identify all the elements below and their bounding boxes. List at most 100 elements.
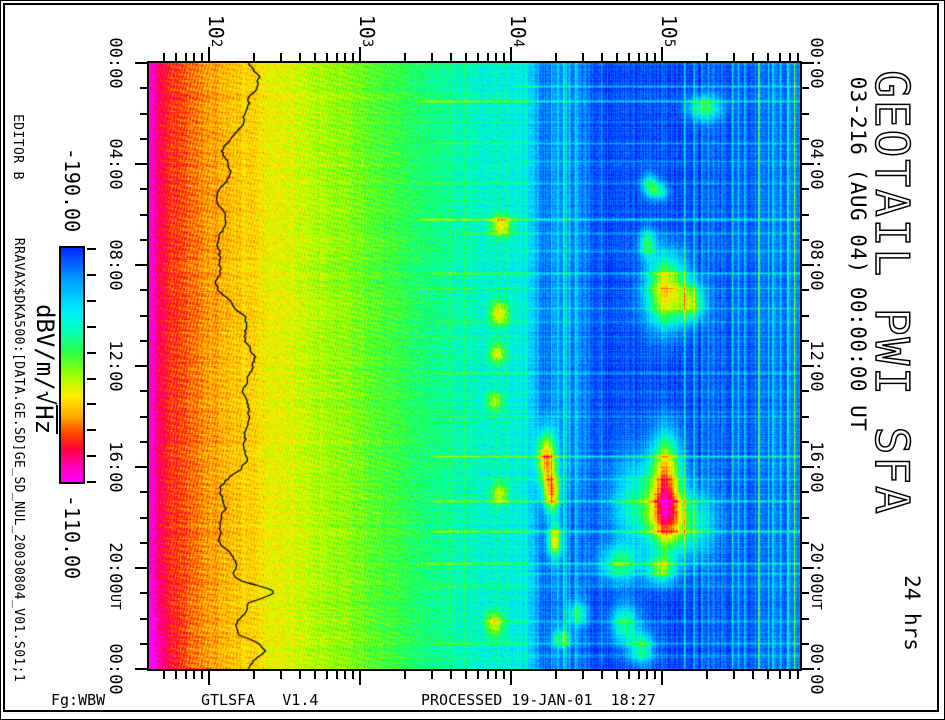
colorbar-tick [87, 351, 96, 354]
editor-label: EDITOR B [10, 114, 26, 180]
freq-tick-top [510, 47, 512, 61]
time-label-right: 00:00 [806, 37, 827, 89]
freq-label-exponent: 5 [661, 38, 677, 48]
freq-label-exponent: 4 [510, 38, 526, 48]
ut-label-right: UT [808, 594, 824, 610]
freq-tick-bottom [280, 671, 283, 679]
freq-tick-bottom [344, 671, 347, 679]
freq-tick-bottom [788, 671, 791, 679]
freq-label: 10 3 [354, 3, 380, 59]
freq-label-exponent: 3 [359, 38, 375, 48]
time-label-right: 04:00 [806, 138, 827, 190]
freq-tick-bottom [646, 671, 649, 679]
outer-border [3, 3, 939, 712]
freq-tick-top [193, 53, 196, 61]
time-label-right: 08:00 [806, 239, 827, 291]
freq-tick-top [733, 53, 736, 61]
freq-tick-top [661, 47, 663, 61]
time-tick-left [140, 112, 147, 115]
freq-label-base: 10 [355, 14, 379, 39]
time-tick-left [140, 415, 147, 418]
freq-tick-bottom [325, 671, 328, 679]
time-label-right: 16:00 [806, 441, 827, 493]
time-tick-right [802, 516, 809, 519]
freq-tick-top [797, 53, 800, 61]
program-version-label: GTLSFA V1.4 [201, 691, 319, 709]
time-tick-right [802, 541, 809, 544]
freq-tick-top [464, 53, 467, 61]
freq-tick-bottom [778, 671, 781, 679]
freq-tick-top [174, 53, 177, 61]
freq-tick-bottom [184, 671, 187, 679]
freq-tick-top [208, 47, 210, 61]
freq-tick-bottom [201, 671, 204, 679]
freq-tick-top [313, 53, 316, 61]
time-tick-right [802, 112, 809, 115]
freq-tick-bottom [797, 671, 800, 679]
freq-tick-bottom [352, 671, 355, 679]
freq-tick-bottom [464, 671, 467, 679]
time-tick-left [135, 466, 147, 468]
freq-tick-bottom [495, 671, 498, 679]
time-label-left: 08:00 [105, 239, 126, 291]
freq-tick-bottom [503, 671, 506, 679]
freq-tick-top [766, 53, 769, 61]
time-tick-right [802, 365, 814, 367]
freq-tick-top [352, 53, 355, 61]
freq-tick-top [359, 47, 361, 61]
freq-tick-bottom [751, 671, 754, 679]
freq-tick-top [495, 53, 498, 61]
freq-tick-bottom [298, 671, 301, 679]
freq-tick-bottom [661, 671, 663, 685]
freq-tick-bottom [733, 671, 736, 679]
freq-label-base: 10 [506, 14, 530, 39]
time-tick-right [802, 466, 814, 468]
time-label-left: 12:00 [105, 340, 126, 392]
time-tick-right [802, 264, 814, 266]
time-tick-right [802, 238, 809, 241]
colorbar-tick [87, 403, 96, 406]
colorbar-tick [87, 455, 96, 458]
freq-tick-top [162, 53, 165, 61]
freq-tick-top [637, 53, 640, 61]
time-tick-left [135, 264, 147, 266]
time-tick-left [140, 617, 147, 620]
freq-tick-bottom [449, 671, 452, 679]
plot-frame [147, 61, 802, 671]
time-tick-left [140, 137, 147, 140]
freq-tick-top [253, 53, 256, 61]
spectrogram-canvas [149, 63, 800, 669]
time-tick-right [802, 440, 809, 443]
freq-tick-bottom [637, 671, 640, 679]
freq-tick-bottom [654, 671, 657, 679]
colorbar-tick [87, 429, 96, 432]
freq-tick-top [280, 53, 283, 61]
freq-tick-top [184, 53, 187, 61]
time-tick-left [140, 339, 147, 342]
freq-tick-bottom [582, 671, 585, 679]
freq-tick-top [582, 53, 585, 61]
time-tick-left [135, 163, 147, 165]
time-label-left: 00:00 [105, 37, 126, 89]
freq-tick-bottom [253, 671, 256, 679]
time-tick-right [802, 668, 814, 670]
time-tick-right [802, 642, 809, 645]
freq-tick-bottom [335, 671, 338, 679]
time-tick-right [802, 62, 814, 64]
freq-tick-top [654, 53, 657, 61]
time-tick-left [140, 314, 147, 317]
freq-tick-top [404, 53, 407, 61]
freq-tick-bottom [174, 671, 177, 679]
freq-tick-top [615, 53, 618, 61]
colorbar [59, 246, 85, 484]
time-tick-left [140, 440, 147, 443]
time-tick-left [140, 592, 147, 595]
freq-tick-bottom [627, 671, 630, 679]
time-tick-left [135, 365, 147, 367]
time-tick-right [802, 390, 809, 393]
time-label-left: 16:00 [105, 441, 126, 493]
freq-tick-top [449, 53, 452, 61]
freq-tick-bottom [486, 671, 489, 679]
freq-label-base: 10 [204, 14, 228, 39]
